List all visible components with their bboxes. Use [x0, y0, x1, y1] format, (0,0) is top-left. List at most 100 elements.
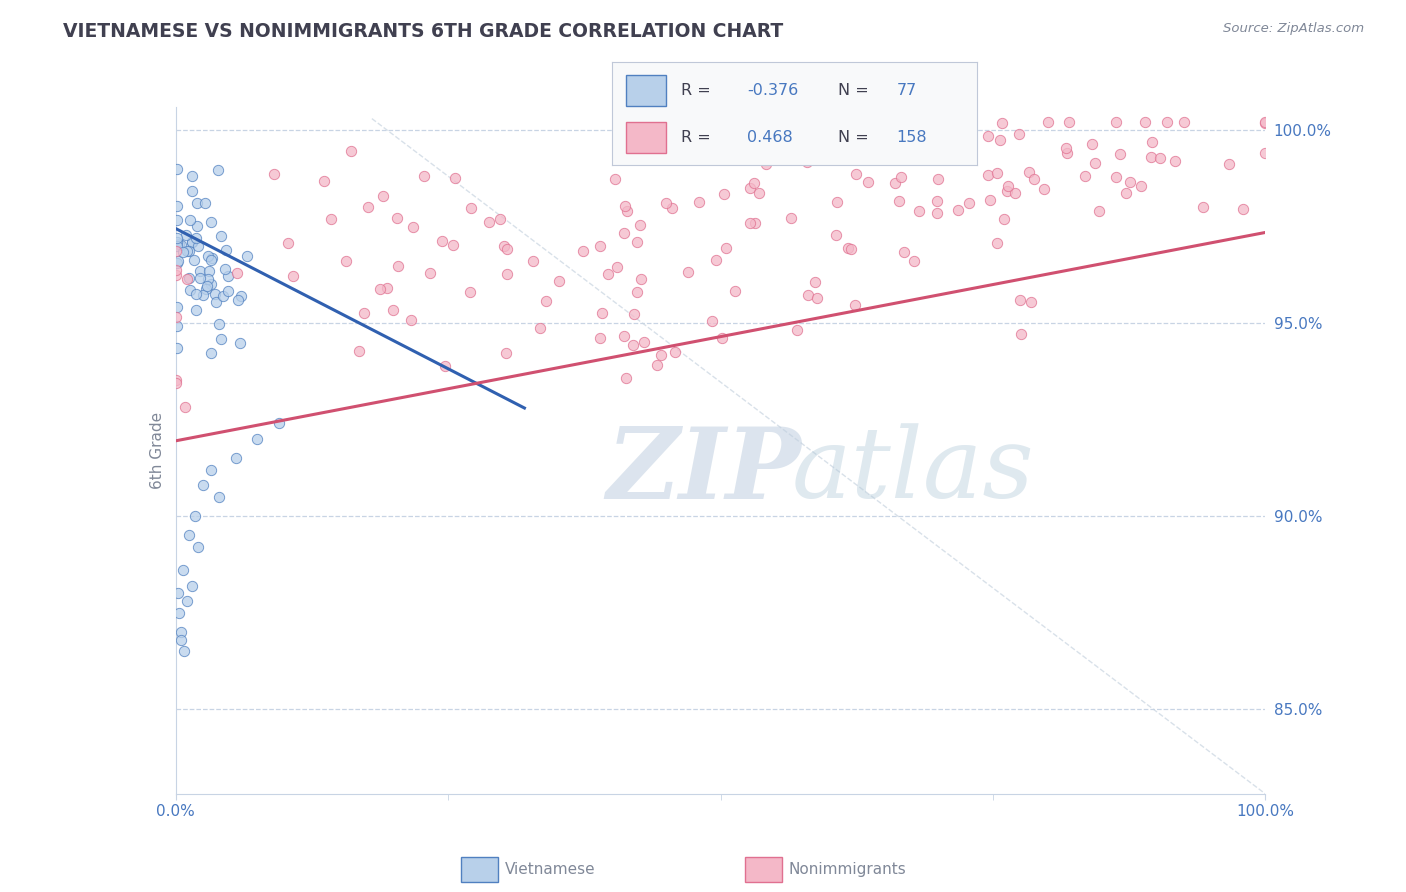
Point [626, 285, 648, 299]
Point [177, 244, 200, 258]
Point [957, 196, 980, 211]
Point [884, 177, 907, 191]
Point [1004, 186, 1026, 201]
Point [183, 252, 205, 267]
Point [661, 201, 683, 215]
Point [174, 400, 197, 414]
Text: Source: ZipAtlas.com: Source: ZipAtlas.com [1223, 22, 1364, 36]
Point [825, 228, 848, 243]
Point [165, 268, 187, 282]
Point [347, 344, 370, 359]
Point [1164, 153, 1187, 168]
Point [645, 358, 668, 372]
Point [495, 345, 517, 359]
Point [591, 306, 613, 320]
Point [166, 255, 188, 269]
Point [166, 253, 188, 268]
Point [170, 632, 193, 647]
Y-axis label: 6th Grade: 6th Grade [149, 412, 165, 489]
Point [209, 228, 232, 243]
Point [167, 236, 190, 251]
Bar [461, 857, 498, 882]
Point [700, 314, 723, 328]
Point [172, 245, 194, 260]
Point [184, 231, 207, 245]
Point [314, 173, 336, 187]
Point [609, 115, 631, 129]
Point [650, 348, 672, 362]
Point [536, 293, 558, 308]
Point [1036, 115, 1059, 129]
Point [744, 216, 766, 230]
Text: 77: 77 [897, 83, 917, 97]
Point [174, 228, 197, 243]
Point [1140, 150, 1163, 164]
Point [166, 318, 188, 333]
Point [803, 276, 825, 290]
Point [269, 417, 291, 431]
Point [1156, 115, 1178, 129]
Point [165, 310, 187, 324]
Point [1056, 145, 1078, 160]
Point [180, 235, 202, 249]
Point [166, 199, 188, 213]
Bar [745, 857, 782, 882]
Point [1140, 136, 1163, 150]
Point [664, 345, 686, 359]
Bar [626, 122, 666, 153]
Text: 158: 158 [897, 130, 928, 145]
Point [986, 166, 1008, 180]
Point [1084, 156, 1107, 170]
Point [997, 184, 1019, 198]
Point [353, 306, 375, 320]
Point [742, 176, 765, 190]
Point [186, 196, 208, 211]
Point [357, 200, 380, 214]
Point [172, 563, 194, 577]
Point [166, 231, 188, 245]
Point [1119, 175, 1142, 189]
Point [496, 242, 519, 256]
Point [194, 282, 217, 296]
Point [381, 302, 404, 317]
Point [716, 241, 738, 255]
Point [165, 373, 187, 387]
Point [778, 115, 800, 129]
Point [181, 169, 204, 184]
Point [676, 265, 699, 279]
Point [1149, 151, 1171, 165]
Point [755, 157, 778, 171]
Point [797, 287, 820, 301]
Point [205, 295, 228, 310]
Point [887, 194, 910, 209]
Point [893, 244, 915, 259]
Point [188, 264, 211, 278]
Point [713, 187, 735, 202]
Point [1008, 293, 1031, 307]
Point [489, 211, 512, 226]
Text: atlas: atlas [792, 424, 1035, 519]
Point [845, 167, 868, 181]
Point [433, 359, 456, 374]
Point [1192, 200, 1215, 214]
Point [385, 211, 408, 225]
Point [1019, 295, 1042, 310]
Point [977, 128, 1000, 143]
Point [263, 167, 285, 181]
Point [1054, 141, 1077, 155]
Point [927, 205, 949, 219]
Point [211, 289, 233, 303]
Text: ZIP: ZIP [606, 423, 801, 519]
Point [200, 346, 222, 360]
Point [628, 218, 651, 232]
Point [740, 181, 762, 195]
Point [170, 238, 193, 252]
Point [621, 338, 644, 352]
Point [184, 303, 207, 318]
Point [598, 267, 620, 281]
Point [215, 243, 238, 257]
Point [179, 213, 201, 227]
Point [443, 238, 465, 252]
Point [603, 172, 626, 186]
Point [214, 261, 236, 276]
